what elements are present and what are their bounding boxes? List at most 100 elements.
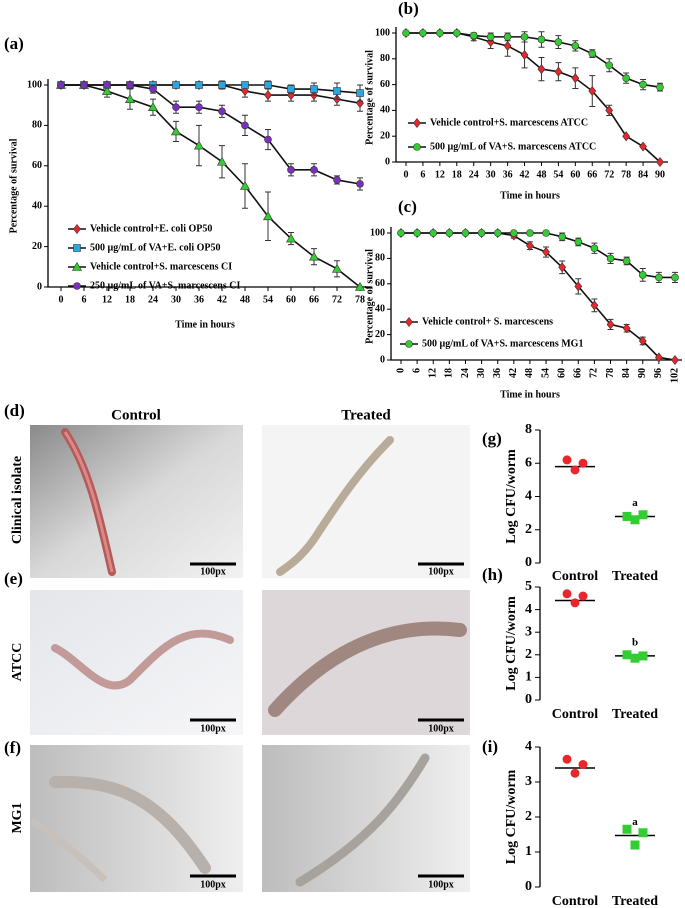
y-tick-label: 40 <box>380 105 390 116</box>
x-tick-label: 48 <box>524 368 535 378</box>
marker <box>537 64 546 75</box>
marker <box>537 35 546 44</box>
marker <box>578 591 588 601</box>
series-line <box>401 232 675 279</box>
marker <box>558 233 566 241</box>
y-tick-label: 6 <box>525 455 532 470</box>
marker <box>638 335 647 346</box>
x-tick-label: 72 <box>604 169 614 180</box>
marker <box>622 650 632 660</box>
marker <box>402 29 410 37</box>
scale-label: 100px <box>428 566 454 577</box>
marker <box>308 251 320 261</box>
column-label: Treated <box>341 407 391 423</box>
x-tick-label: Control <box>552 707 599 722</box>
micrograph <box>30 425 243 578</box>
row-label: ATCC <box>10 643 25 682</box>
marker <box>413 143 421 151</box>
worm <box>49 775 211 874</box>
marker <box>554 38 563 46</box>
micrograph <box>30 590 243 735</box>
y-axis-label: Percentage of survival <box>364 50 375 145</box>
marker <box>241 81 249 89</box>
y-tick-label: 2 <box>525 522 532 537</box>
marker <box>101 85 113 95</box>
worm <box>29 817 108 883</box>
y-tick-label: 4 <box>525 739 532 754</box>
marker <box>622 511 632 521</box>
micrograph <box>262 425 470 578</box>
marker <box>405 317 413 327</box>
marker <box>445 229 454 237</box>
marker <box>193 140 205 150</box>
legend-label: Vehicle control+S. marcescens ATCC <box>430 117 588 128</box>
panel-label: (i) <box>482 737 498 756</box>
marker <box>578 760 588 769</box>
marker <box>526 229 534 237</box>
y-tick-label: 0 <box>380 354 385 365</box>
y-axis-label: Log CFU/worm <box>504 769 519 864</box>
y-tick-label: 40 <box>375 303 385 314</box>
marker <box>656 157 664 167</box>
x-tick-label: Treated <box>612 707 658 722</box>
worm <box>276 436 394 576</box>
marker <box>571 42 580 50</box>
marker <box>80 81 88 89</box>
marker <box>503 33 512 41</box>
x-tick-label: 12 <box>428 368 439 378</box>
y-tick-label: 0 <box>385 156 390 167</box>
marker <box>520 49 529 60</box>
axes <box>47 79 372 288</box>
x-tick-label: 42 <box>520 169 530 180</box>
y-axis-label: Percentage of survival <box>8 138 19 233</box>
marker <box>588 49 597 58</box>
marker <box>590 300 599 311</box>
y-tick-label: 4 <box>525 602 532 617</box>
marker <box>638 828 648 838</box>
marker <box>622 257 631 265</box>
y-tick-label: 20 <box>32 241 42 252</box>
marker <box>562 455 572 465</box>
marker <box>218 81 226 89</box>
row-label: Clinical isolate <box>10 456 25 544</box>
scale-label: 100px <box>200 879 226 890</box>
marker <box>172 103 180 112</box>
marker <box>310 85 318 93</box>
marker <box>241 121 249 130</box>
y-tick-label: 100 <box>370 227 385 238</box>
y-axis-label: Log CFU/worm <box>504 449 519 544</box>
y-tick-label: 0 <box>525 879 532 894</box>
worm <box>268 621 467 717</box>
panel-label: (e) <box>4 569 23 588</box>
marker <box>477 229 486 237</box>
y-tick-label: 0 <box>37 281 42 292</box>
x-axis-label: Time in hours <box>500 389 560 400</box>
marker <box>562 589 572 599</box>
marker <box>331 263 343 273</box>
series-line <box>61 84 361 185</box>
y-tick-label: 2 <box>525 809 532 824</box>
marker <box>218 107 226 116</box>
marker <box>103 81 111 89</box>
marker <box>639 80 647 89</box>
y-tick-label: 5 <box>525 579 532 594</box>
row-label: MG1 <box>10 802 25 833</box>
y-tick-label: 1 <box>525 844 532 859</box>
x-tick-label: 12 <box>435 169 445 180</box>
column-label: Control <box>111 407 161 423</box>
marker <box>590 244 599 253</box>
x-tick-label: 84 <box>638 169 648 180</box>
marker <box>333 176 341 184</box>
x-tick-label: 78 <box>605 368 616 378</box>
marker <box>656 83 664 91</box>
panel-label: (f) <box>4 738 21 757</box>
panel-label: (d) <box>4 401 25 420</box>
x-tick-label: 0 <box>59 294 64 305</box>
x-tick-label: 18 <box>452 169 462 180</box>
x-tick-label: 66 <box>587 169 597 180</box>
x-tick-label: 48 <box>240 294 250 305</box>
legend-label: 250 µg/mL of VA+S. marcescens CI <box>90 280 240 291</box>
marker <box>310 166 318 174</box>
x-tick-label: Control <box>552 569 599 584</box>
marker <box>562 754 572 764</box>
